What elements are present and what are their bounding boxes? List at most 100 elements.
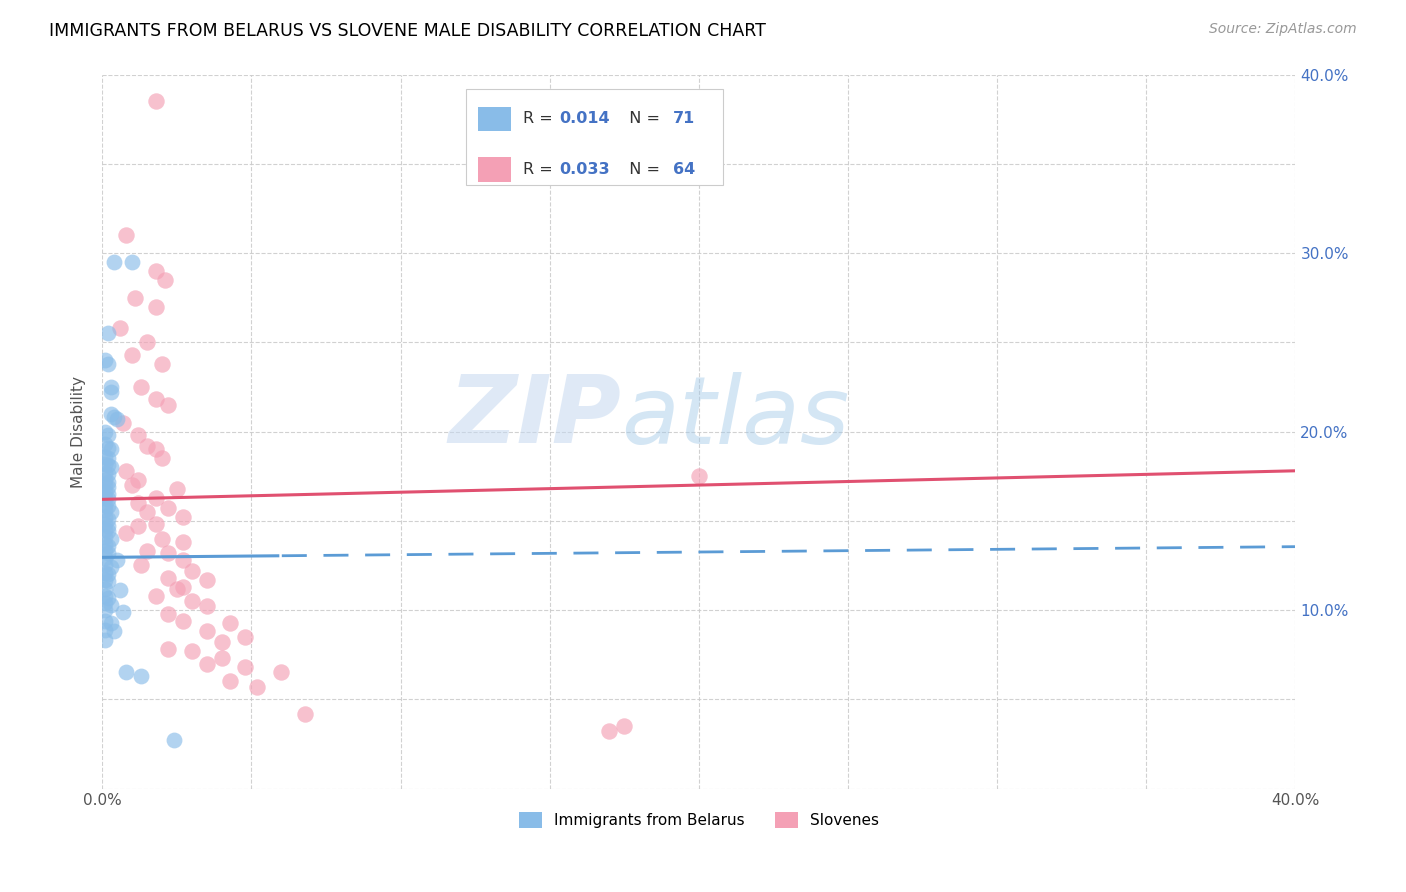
Point [172, 510, 194, 524]
Point [94, 589, 117, 603]
Point [121, 348, 143, 362]
Text: 0.033: 0.033 [560, 162, 610, 177]
Point [97, 574, 120, 589]
Point [108, 583, 131, 598]
Point [94, 485, 117, 500]
Point [124, 291, 146, 305]
Text: IMMIGRANTS FROM BELARUS VS SLOVENE MALE DISABILITY CORRELATION CHART: IMMIGRANTS FROM BELARUS VS SLOVENE MALE … [49, 22, 766, 40]
Point [153, 273, 176, 287]
Point [121, 255, 143, 269]
Point [94, 473, 117, 487]
Point [294, 706, 316, 721]
Legend: Immigrants from Belarus, Slovenes: Immigrants from Belarus, Slovenes [513, 806, 886, 834]
Point [150, 532, 173, 546]
Point [94, 466, 117, 480]
FancyBboxPatch shape [478, 157, 512, 182]
Point [100, 407, 122, 421]
Point [100, 615, 122, 630]
Point [598, 724, 620, 739]
Point [172, 580, 194, 594]
Point [156, 642, 179, 657]
Point [136, 544, 159, 558]
Point [145, 392, 167, 407]
FancyBboxPatch shape [478, 107, 512, 131]
Point [97, 591, 120, 605]
Point [94, 353, 117, 368]
Point [94, 491, 117, 505]
Point [94, 544, 117, 558]
Point [145, 95, 167, 109]
Point [180, 644, 202, 658]
Point [195, 573, 218, 587]
Point [195, 657, 218, 671]
Point [195, 624, 218, 639]
Point [145, 300, 167, 314]
Point [115, 464, 138, 478]
Point [94, 450, 117, 464]
Point [97, 467, 120, 482]
Point [97, 546, 120, 560]
Point [180, 564, 202, 578]
Point [100, 460, 122, 475]
Text: 64: 64 [672, 162, 695, 177]
Point [103, 255, 125, 269]
Point [94, 478, 117, 492]
Point [97, 475, 120, 489]
Point [94, 425, 117, 439]
Point [94, 558, 117, 573]
Point [94, 437, 117, 451]
Point [145, 442, 167, 457]
Point [219, 615, 242, 630]
Text: Source: ZipAtlas.com: Source: ZipAtlas.com [1209, 22, 1357, 37]
Point [145, 517, 167, 532]
Point [211, 651, 233, 665]
Point [94, 573, 117, 587]
Point [156, 546, 179, 560]
Point [156, 501, 179, 516]
Point [94, 503, 117, 517]
Point [97, 326, 120, 341]
Point [136, 335, 159, 350]
Point [103, 410, 125, 425]
Text: N =: N = [619, 112, 665, 127]
Point [129, 669, 152, 683]
Point [166, 482, 188, 496]
Point [100, 598, 122, 612]
Point [97, 487, 120, 501]
Point [97, 451, 120, 466]
Point [100, 385, 122, 400]
Point [94, 623, 117, 637]
Point [94, 603, 117, 617]
Point [105, 553, 128, 567]
Point [100, 532, 122, 546]
Point [127, 519, 149, 533]
Point [97, 428, 120, 442]
Text: 71: 71 [672, 112, 695, 127]
Text: N =: N = [619, 162, 665, 177]
Text: 0.014: 0.014 [560, 112, 610, 127]
Point [97, 524, 120, 539]
Point [195, 599, 218, 614]
Text: R =: R = [523, 162, 558, 177]
Point [112, 605, 135, 619]
Point [219, 674, 242, 689]
Point [613, 719, 636, 733]
Point [145, 264, 167, 278]
Point [97, 500, 120, 514]
Point [100, 505, 122, 519]
Text: atlas: atlas [621, 372, 849, 463]
Point [100, 380, 122, 394]
Point [246, 680, 269, 694]
Point [94, 582, 117, 596]
Point [156, 607, 179, 621]
Point [115, 526, 138, 541]
Point [97, 567, 120, 582]
Point [97, 519, 120, 533]
Point [103, 624, 125, 639]
Point [100, 560, 122, 574]
Point [136, 505, 159, 519]
Point [94, 566, 117, 580]
Point [94, 596, 117, 610]
Point [129, 380, 152, 394]
Y-axis label: Male Disability: Male Disability [72, 376, 86, 488]
